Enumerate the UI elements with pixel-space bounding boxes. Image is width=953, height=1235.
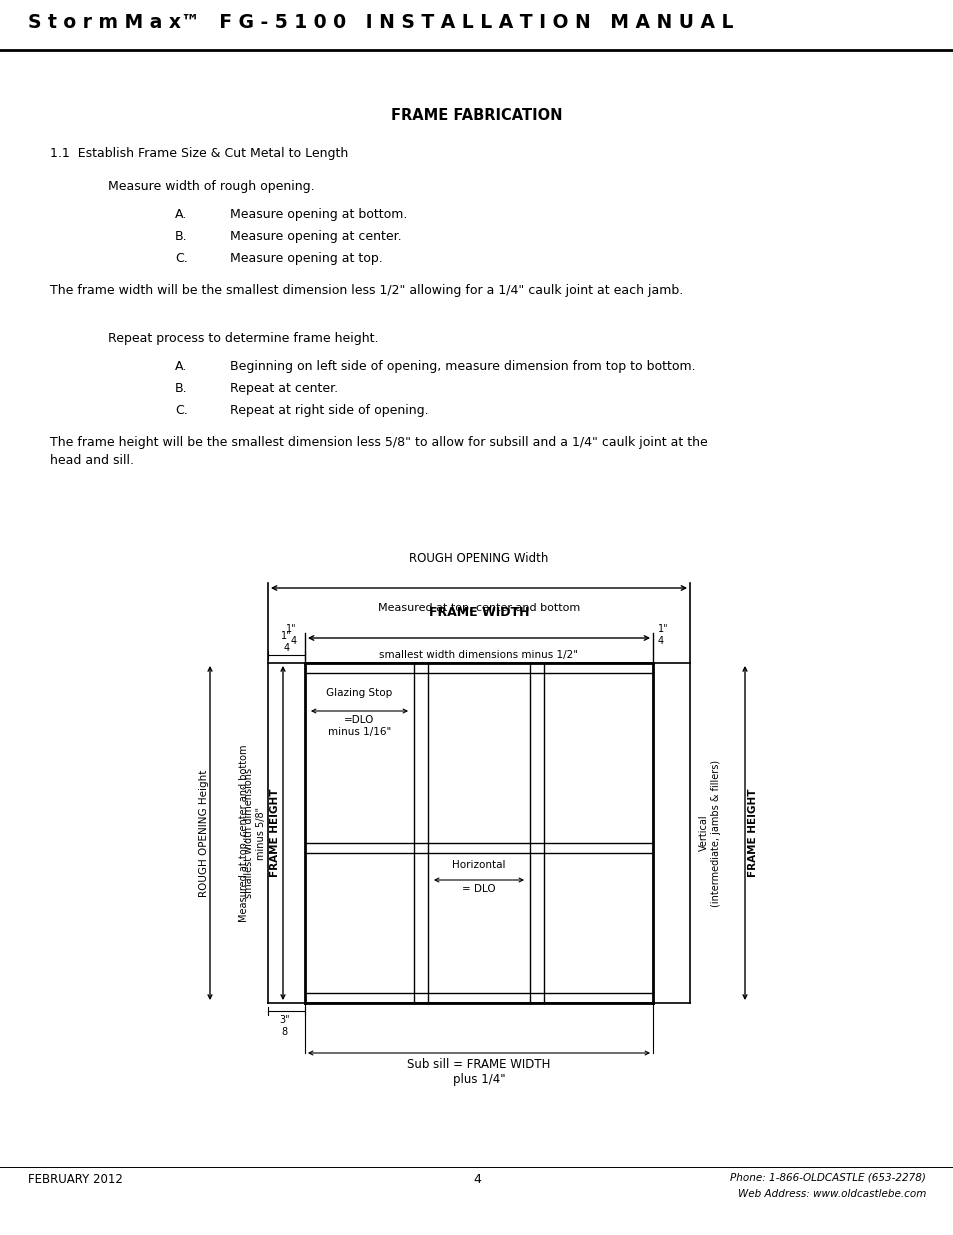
Text: S t o r m M a x™   F G - 5 1 0 0   I N S T A L L A T I O N   M A N U A L: S t o r m M a x™ F G - 5 1 0 0 I N S T A…: [28, 12, 733, 32]
Text: 4: 4: [473, 1173, 480, 1186]
Text: ROUGH OPENING Height: ROUGH OPENING Height: [199, 769, 209, 897]
Text: 1"
4: 1" 4: [281, 631, 292, 653]
Text: Phone: 1-866-OLDCASTLE (653-2278): Phone: 1-866-OLDCASTLE (653-2278): [729, 1173, 925, 1183]
Text: Web Address: www.oldcastlebe.com: Web Address: www.oldcastlebe.com: [737, 1189, 925, 1199]
Text: 1"
4: 1" 4: [286, 624, 296, 646]
Text: The frame width will be the smallest dimension less 1/2" allowing for a 1/4" cau: The frame width will be the smallest dim…: [50, 284, 682, 296]
Text: A.: A.: [174, 207, 187, 221]
Text: FRAME HEIGHT: FRAME HEIGHT: [270, 789, 280, 877]
Text: smallest width dimensions
minus 5/8": smallest width dimensions minus 5/8": [244, 768, 266, 898]
Text: smallest width dimensions minus 1/2": smallest width dimensions minus 1/2": [379, 650, 578, 659]
Text: Measure opening at bottom.: Measure opening at bottom.: [230, 207, 407, 221]
Text: FRAME FABRICATION: FRAME FABRICATION: [391, 107, 562, 124]
Text: FRAME WIDTH: FRAME WIDTH: [428, 606, 529, 619]
Text: The frame height will be the smallest dimension less 5/8" to allow for subsill a: The frame height will be the smallest di…: [50, 436, 707, 450]
Text: 3"
8: 3" 8: [279, 1015, 290, 1036]
Text: Glazing Stop: Glazing Stop: [326, 688, 393, 698]
Text: C.: C.: [174, 252, 188, 266]
Text: Measure opening at center.: Measure opening at center.: [230, 230, 401, 243]
Text: Repeat process to determine frame height.: Repeat process to determine frame height…: [108, 332, 378, 345]
Text: Vertical
(intermediate, jambs & fillers): Vertical (intermediate, jambs & fillers): [699, 760, 720, 906]
Text: Repeat at right side of opening.: Repeat at right side of opening.: [230, 404, 428, 417]
Text: Measure width of rough opening.: Measure width of rough opening.: [108, 180, 314, 193]
Text: Horizontal: Horizontal: [452, 860, 505, 869]
Text: C.: C.: [174, 404, 188, 417]
Text: ROUGH OPENING Width: ROUGH OPENING Width: [409, 552, 548, 564]
Text: 1.1  Establish Frame Size & Cut Metal to Length: 1.1 Establish Frame Size & Cut Metal to …: [50, 147, 348, 161]
Text: A.: A.: [174, 359, 187, 373]
Text: Measured at top, center and bottom: Measured at top, center and bottom: [239, 745, 249, 921]
Text: Measure opening at top.: Measure opening at top.: [230, 252, 382, 266]
Text: =DLO
minus 1/16": =DLO minus 1/16": [328, 715, 391, 736]
Text: 1"
4: 1" 4: [658, 624, 668, 646]
Text: Beginning on left side of opening, measure dimension from top to bottom.: Beginning on left side of opening, measu…: [230, 359, 695, 373]
Text: Measured at top, center and bottom: Measured at top, center and bottom: [377, 603, 579, 613]
Text: B.: B.: [174, 382, 188, 395]
Text: head and sill.: head and sill.: [50, 454, 133, 467]
Text: FRAME HEIGHT: FRAME HEIGHT: [747, 789, 758, 877]
Text: Repeat at center.: Repeat at center.: [230, 382, 337, 395]
Text: = DLO: = DLO: [461, 884, 496, 894]
Text: FEBRUARY 2012: FEBRUARY 2012: [28, 1173, 123, 1186]
Text: B.: B.: [174, 230, 188, 243]
Text: Sub sill = FRAME WIDTH
plus 1/4": Sub sill = FRAME WIDTH plus 1/4": [407, 1058, 550, 1086]
